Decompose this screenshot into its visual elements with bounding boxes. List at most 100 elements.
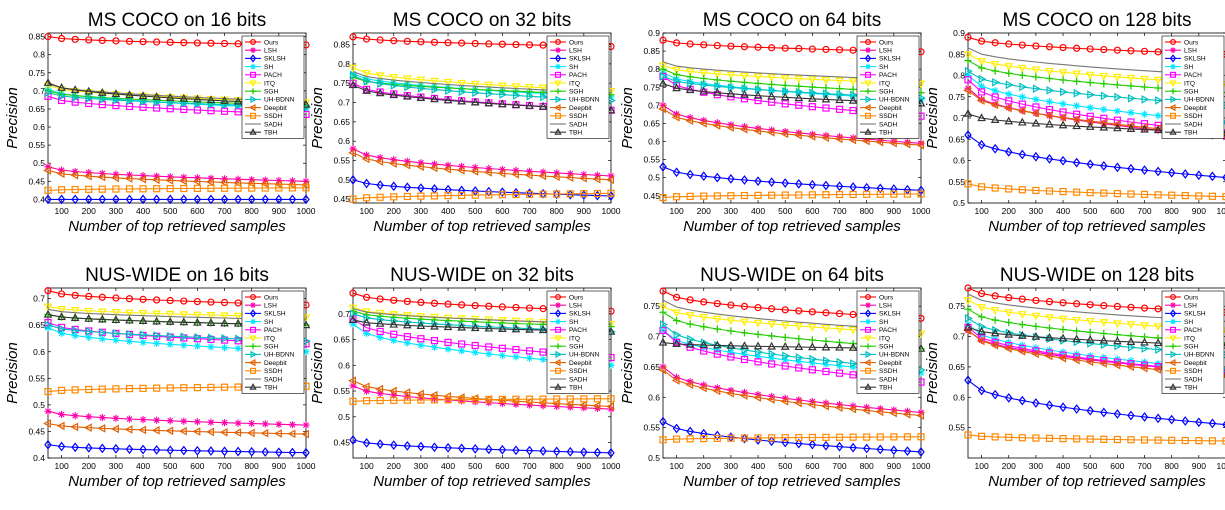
data-point-marker xyxy=(822,356,831,365)
legend-item: Ours xyxy=(860,294,894,301)
data-point-marker xyxy=(808,179,817,190)
data-point-marker xyxy=(795,353,804,362)
data-point-marker xyxy=(1017,106,1026,116)
x-tick-label: 400 xyxy=(136,461,150,471)
data-point-marker xyxy=(768,305,776,313)
data-point-marker xyxy=(153,185,161,193)
data-point-marker xyxy=(485,40,493,48)
data-point-marker xyxy=(727,348,735,356)
data-point-marker xyxy=(430,337,439,345)
data-point-marker xyxy=(903,446,912,457)
data-point-marker xyxy=(1059,402,1067,413)
x-tick-label: 400 xyxy=(1056,206,1070,216)
data-point-marker xyxy=(1032,151,1040,162)
data-point-marker xyxy=(822,367,830,376)
legend-label: SH xyxy=(569,64,578,71)
data-point-marker xyxy=(375,157,384,166)
legend-label: SGH xyxy=(264,344,279,351)
data-point-marker xyxy=(963,108,973,117)
legend-item: Deepbit xyxy=(245,103,287,112)
data-point-marker xyxy=(275,176,283,185)
data-point-marker xyxy=(1044,111,1053,120)
data-point-marker xyxy=(781,100,789,108)
data-point-marker xyxy=(1208,437,1217,445)
data-point-marker xyxy=(1154,84,1162,92)
data-point-marker xyxy=(850,359,858,368)
data-point-marker xyxy=(755,85,763,94)
data-point-marker xyxy=(848,135,857,145)
data-point-marker xyxy=(1127,47,1135,55)
data-point-marker xyxy=(233,318,243,327)
data-point-marker xyxy=(606,402,615,411)
legend-label: SH xyxy=(879,319,888,326)
data-point-marker xyxy=(863,190,871,198)
data-point-marker xyxy=(1221,129,1225,136)
legend-item: UH-BDNN xyxy=(245,95,295,104)
data-point-marker xyxy=(713,70,722,79)
legend-label: SSDH xyxy=(264,113,283,120)
series-deepbit xyxy=(658,365,925,420)
data-point-marker xyxy=(220,344,229,352)
data-point-marker xyxy=(607,189,615,197)
data-point-marker xyxy=(220,175,229,183)
legend-label: Ours xyxy=(264,294,279,301)
x-tick-label: 600 xyxy=(805,206,819,216)
data-point-marker xyxy=(417,441,425,452)
data-point-marker xyxy=(301,314,311,323)
data-point-marker xyxy=(458,87,467,97)
data-point-marker xyxy=(70,307,80,315)
data-point-marker xyxy=(553,103,561,112)
data-point-marker xyxy=(112,185,120,193)
data-point-marker xyxy=(864,326,871,333)
data-point-marker xyxy=(301,99,311,108)
data-point-marker xyxy=(712,121,721,130)
data-point-marker xyxy=(672,317,681,325)
data-point-marker xyxy=(376,389,384,397)
x-tick-label: 500 xyxy=(1083,206,1097,216)
data-point-marker xyxy=(1085,71,1095,80)
data-point-marker xyxy=(593,190,602,201)
series-ssdh xyxy=(964,180,1225,201)
data-point-marker xyxy=(180,173,188,181)
data-point-marker xyxy=(71,35,79,43)
legend-item: SADH xyxy=(550,376,588,383)
data-point-marker xyxy=(875,407,884,417)
data-point-marker xyxy=(417,38,425,46)
series-line xyxy=(352,398,611,402)
data-point-marker xyxy=(822,104,830,112)
data-point-marker xyxy=(512,166,520,175)
data-point-marker xyxy=(554,128,562,135)
legend-label: LSH xyxy=(1184,303,1197,310)
y-tick-label: 0.55 xyxy=(28,140,45,150)
data-point-marker xyxy=(964,71,972,80)
x-tick-label: 300 xyxy=(109,461,123,471)
data-point-marker xyxy=(808,103,816,111)
data-point-marker xyxy=(1127,93,1136,103)
data-point-marker xyxy=(553,395,561,403)
data-point-marker xyxy=(362,151,371,159)
data-point-marker xyxy=(206,427,214,437)
x-tick-label: 100 xyxy=(359,461,373,471)
data-point-marker xyxy=(511,169,519,179)
data-point-marker xyxy=(686,192,694,201)
data-point-marker xyxy=(991,340,999,348)
data-point-marker xyxy=(917,447,925,457)
y-tick-label: 0.6 xyxy=(338,136,350,146)
data-point-marker xyxy=(207,298,215,306)
data-point-marker xyxy=(1170,63,1176,70)
data-point-marker xyxy=(781,306,789,314)
data-point-marker xyxy=(1032,84,1041,94)
data-point-marker xyxy=(153,416,161,424)
data-point-marker xyxy=(865,88,871,95)
data-point-marker xyxy=(350,309,358,319)
data-point-marker xyxy=(740,78,749,86)
legend-item: TBH xyxy=(1165,383,1197,392)
data-point-marker xyxy=(566,170,574,178)
data-point-marker xyxy=(727,77,735,85)
data-point-marker xyxy=(261,447,270,457)
y-axis-label: Precision xyxy=(4,342,21,404)
data-point-marker xyxy=(554,112,561,119)
data-point-marker xyxy=(781,394,789,402)
data-point-marker xyxy=(1127,109,1135,117)
